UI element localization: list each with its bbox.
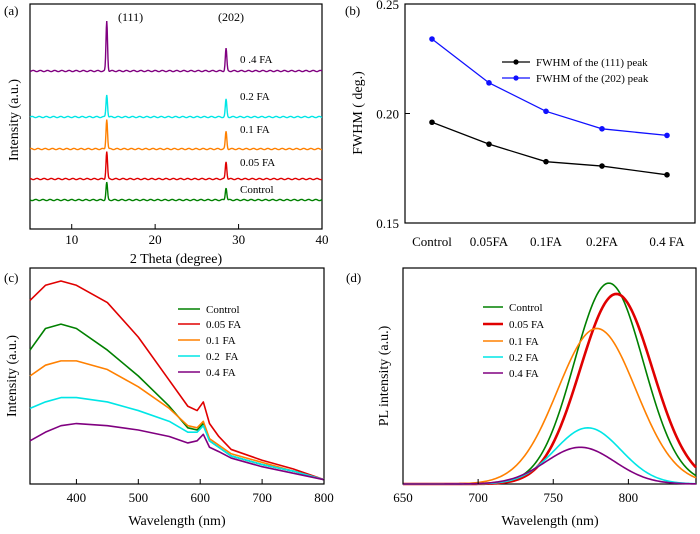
panel-d-x-axis-title: Wavelength (nm) (501, 514, 599, 529)
panel-b-legend-marker-111 (513, 59, 519, 65)
panel-d-y-axis-title: PL intensity (a.u.) (377, 325, 392, 426)
panel-d-legend-label-0-05fa: 0.05 FA (509, 319, 544, 331)
panel-c-x-tick-label-500: 500 (129, 490, 149, 505)
panel-b-point-1-0-05fa (486, 80, 492, 86)
panel-a-x-tick-label-10: 10 (65, 232, 78, 247)
panel-b-series-line-0 (431, 121, 668, 176)
panel-c-x-tick-label-400: 400 (67, 490, 87, 505)
panel-a-series-label-control: Control (240, 184, 274, 196)
panel-d-x-tick-label-700: 700 (468, 490, 488, 505)
panel-b: (b) 0.15 0.20 0.25 Control 0.05FA 0.1FA 0.2FA… (345, 0, 696, 249)
panel-b-legend: FWHM of the (111) peak FWHM of the (202)… (502, 57, 649, 85)
panel-b-point-0-0-1fa (543, 158, 549, 165)
panel-b-legend-marker-202 (513, 75, 519, 81)
panel-b-y-axis-title: FWHM ( deg.) (351, 71, 366, 155)
panel-d-x-ticks: 650 700 750 800 (393, 479, 638, 505)
panel-a-peak-label-111: (111) (118, 10, 143, 24)
panel-c-series-0-05-fa (29, 280, 325, 481)
panel-c-x-tick-label-600: 600 (190, 490, 210, 505)
panel-c-plot-frame (29, 267, 325, 485)
panel-b-x-ticks: Control 0.05FA 0.1FA 0.2FA 0.4 FA (412, 234, 685, 249)
panel-b-x-tick-label-0-05fa: 0.05FA (470, 234, 509, 249)
panel-d-x-tick-label-650: 650 (393, 490, 413, 505)
panel-b-point-0-0-4-fa (664, 172, 670, 178)
panel-c-legend: Control 0.05 FA 0.1 FA 0.2 FA 0.4 FA (178, 304, 241, 379)
panel-a-series-0-2-fa (29, 94, 323, 119)
panel-d-x-tick-label-800: 800 (619, 490, 639, 505)
panel-b-x-tick-label-0-4-fa: 0.4 FA (649, 234, 685, 249)
panel-a-series-control (29, 181, 323, 202)
panel-b-x-tick-label-0-1fa: 0.1FA (530, 234, 563, 249)
panel-b-y-tick-label-0-25: 0.25 (376, 0, 399, 12)
panel-d-series-0-1-fa (403, 327, 697, 485)
panel-a-series-0-4-fa (29, 20, 323, 73)
panel-d-series-control (403, 282, 697, 485)
panel-d-legend-label-0-4fa: 0.4 FA (509, 368, 539, 380)
panel-c-x-ticks: 400 500 600 700 800 (67, 479, 334, 505)
panel-a-series-label-0-1fa: 0.1 FA (240, 124, 270, 136)
panel-c-series-control (29, 323, 325, 481)
panel-a-x-tick-label-40: 40 (316, 232, 329, 247)
panel-b-point-0-0-2fa (599, 163, 605, 169)
panel-d-plot-frame (402, 267, 697, 485)
panel-b-x-tick-label-0-2fa: 0.2FA (586, 234, 619, 249)
panel-b-point-1-0-1fa (543, 108, 549, 115)
panel-b-legend-label-202: FWHM of the (202) peak (536, 73, 649, 85)
panel-a-label: (a) (4, 3, 18, 18)
panel-a-y-axis-title: Intensity (a.u.) (7, 79, 22, 161)
panel-b-series (429, 36, 670, 178)
panel-b-y-tick-label-0-15: 0.15 (376, 216, 399, 231)
panel-d-label: (d) (346, 270, 361, 285)
panel-b-legend-label-111: FWHM of the (111) peak (536, 57, 648, 69)
panel-a-x-ticks: 10 20 30 40 (65, 224, 329, 247)
panel-c-series-0-4-fa (29, 422, 325, 481)
panel-c-x-tick-label-700: 700 (252, 490, 272, 505)
panel-d-series-0-4-fa (403, 446, 697, 485)
panel-b-label: (b) (345, 3, 360, 18)
panel-d-x-tick-label-750: 750 (544, 490, 564, 505)
panel-a-series-0-1-fa (29, 119, 323, 151)
panel-d-legend: Control 0.05 FA 0.1 FA 0.2 FA 0.4 FA (483, 302, 544, 380)
panel-a-series-label-0-4fa: 0 .4 FA (240, 54, 273, 66)
panel-b-x-tick-label-control: Control (412, 234, 452, 249)
panel-d: (d) 650 700 750 800 Control 0.05 FA 0.1 FA … (346, 267, 697, 529)
panel-c: (c) 400 500 600 700 800 Control 0.05 FA 0.1 … (4, 267, 334, 529)
panel-c-series (29, 280, 325, 481)
panel-c-legend-label-0-4fa: 0.4 FA (206, 367, 236, 379)
panel-a: (a) 10 20 30 40 (111) (202) 0 .4 FA 0.2 FA … (4, 3, 329, 267)
panel-c-x-axis-title: Wavelength (nm) (128, 514, 226, 529)
panel-a-x-axis-title: 2 Theta (degree) (130, 252, 223, 267)
panel-c-y-axis-title: Intensity (a.u.) (5, 335, 20, 417)
panel-d-legend-label-0-1fa: 0.1 FA (509, 336, 539, 348)
panel-c-series-0-1-fa (29, 360, 325, 481)
panel-a-series-label-0-05fa: 0.05 FA (240, 157, 275, 169)
panel-c-legend-label-control: Control (206, 304, 240, 316)
panel-d-legend-label-control: Control (509, 302, 543, 314)
panel-a-x-tick-label-30: 30 (232, 232, 245, 247)
panel-d-series (403, 282, 697, 486)
panel-b-point-1-0-2fa (599, 126, 605, 132)
panel-b-y-tick-label-0-20: 0.20 (376, 107, 399, 122)
panel-c-legend-label-0-05fa: 0.05 FA (206, 319, 241, 331)
panel-b-plot-frame (404, 3, 696, 224)
panel-a-x-tick-label-20: 20 (149, 232, 162, 247)
panel-b-y-ticks: 0.15 0.20 0.25 (376, 0, 410, 231)
panel-b-point-1-0-4-fa (664, 132, 670, 139)
panel-a-series-label-0-2fa: 0.2 FA (240, 91, 270, 103)
panel-a-series (29, 20, 323, 202)
panel-b-point-0-0-05fa (486, 141, 492, 147)
panel-c-x-tick-label-800: 800 (314, 490, 334, 505)
panel-c-legend-label-0-2fa: 0.2 FA (206, 351, 239, 363)
panel-d-legend-label-0-2fa: 0.2 FA (509, 352, 539, 364)
panel-a-peak-label-202: (202) (218, 10, 244, 24)
panel-b-series-line-1 (431, 38, 668, 137)
panel-b-point-1-control (429, 36, 435, 42)
panel-c-series-0-2-fa (29, 396, 325, 481)
panel-c-legend-label-0-1fa: 0.1 FA (206, 335, 236, 347)
panel-b-point-0-control (429, 119, 435, 126)
panel-a-series-0-05-fa (29, 151, 323, 181)
panel-c-label: (c) (4, 270, 18, 285)
